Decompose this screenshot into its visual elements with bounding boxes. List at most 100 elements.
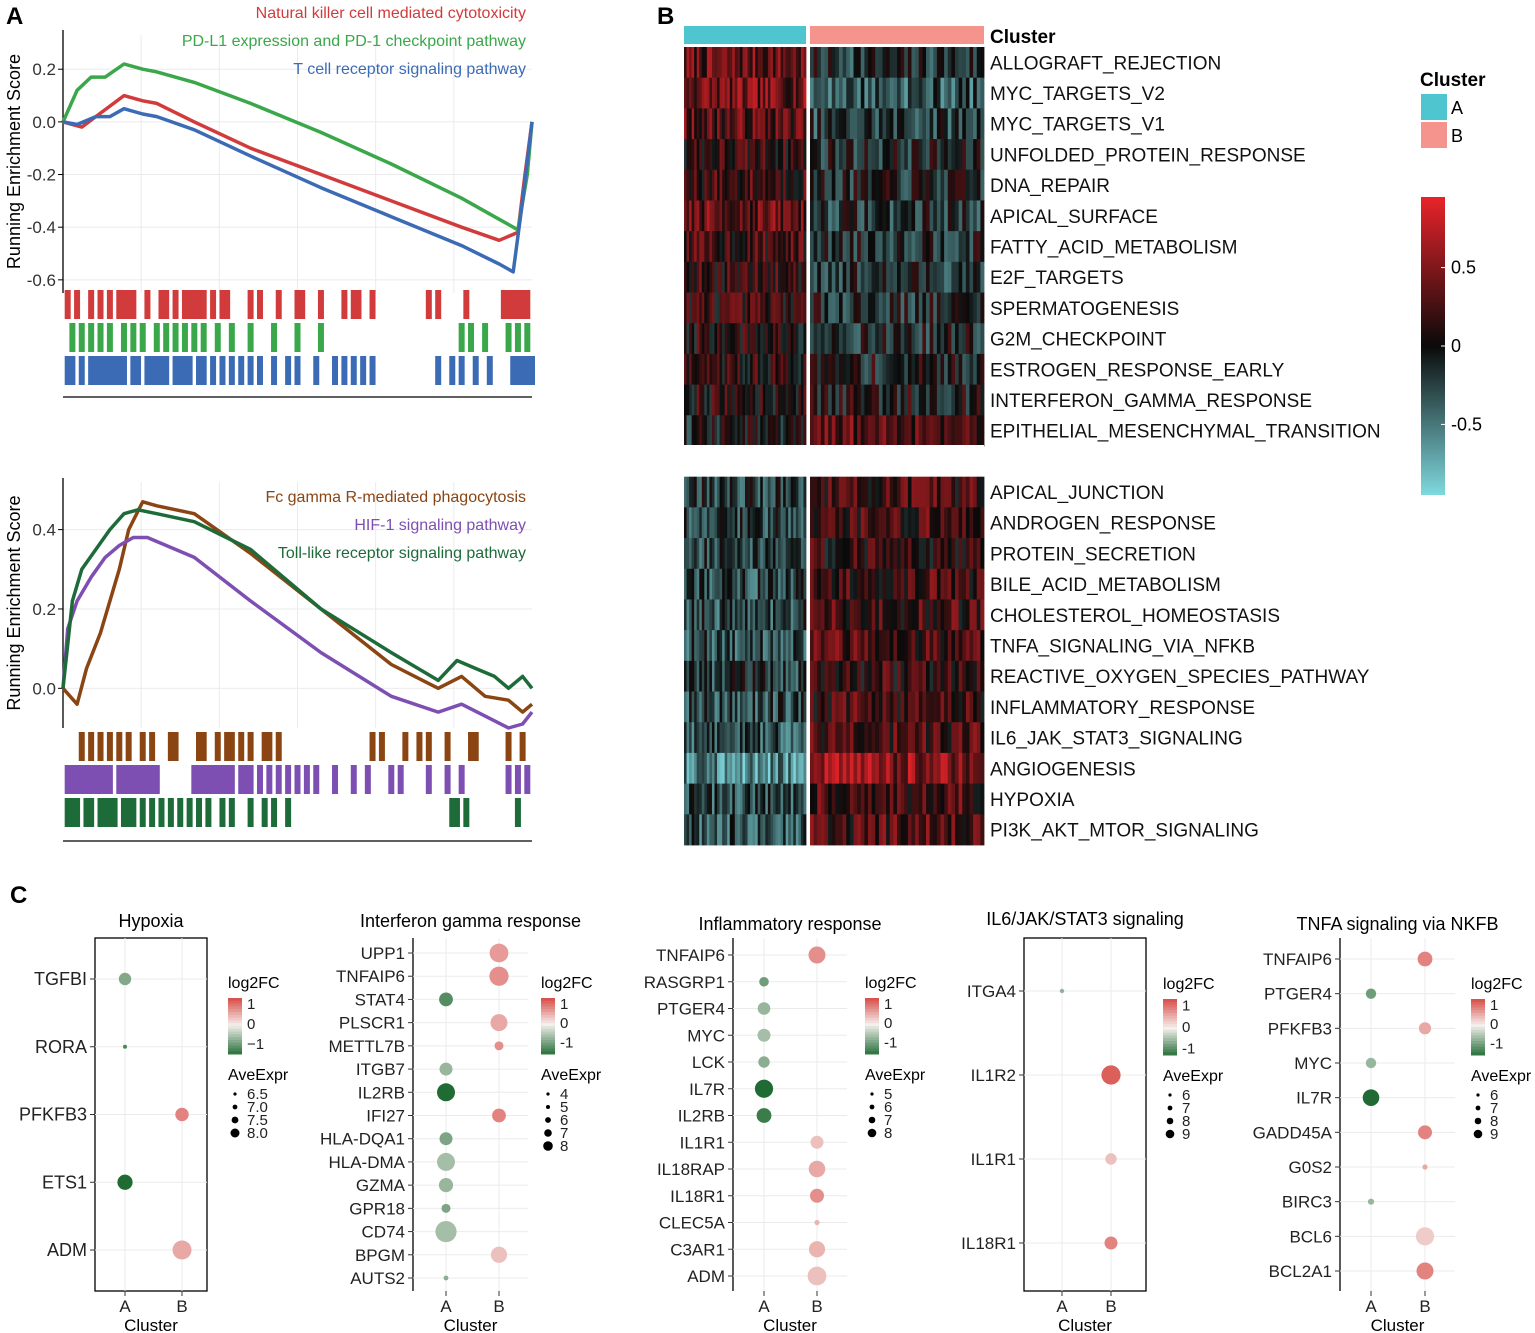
heatmap-cell <box>893 814 898 846</box>
heatmap-cell <box>886 538 891 570</box>
heatmap-cell <box>947 77 952 109</box>
heatmap-cell <box>785 630 789 662</box>
color-legend-step <box>228 1020 242 1024</box>
heatmap-cell <box>940 200 945 232</box>
heatmap-cell <box>886 231 891 263</box>
heatmap-cell <box>757 814 761 846</box>
dotplot-title: Interferon gamma response <box>360 911 581 931</box>
heatmap-cell <box>727 630 731 662</box>
heatmap-cell <box>691 630 695 662</box>
heatmap-cell <box>965 47 970 79</box>
heatmap-cell <box>790 353 794 386</box>
dot-bcl6 <box>1415 1227 1435 1246</box>
heatmap-cell <box>868 77 873 109</box>
heatmap-cell <box>820 476 825 508</box>
heatmap-cell <box>699 108 703 140</box>
heatmap-cell <box>886 415 891 447</box>
heatmap-cell <box>778 47 781 79</box>
heatmap-cell <box>714 722 718 754</box>
heatmap-cell <box>706 507 710 539</box>
heatmap-cell <box>800 261 804 293</box>
heatmap-cell <box>918 722 923 754</box>
heatmap-cell <box>965 415 970 447</box>
heatmap-cell <box>839 384 844 416</box>
heatmap-cell <box>853 384 858 416</box>
dot-bpgm <box>490 1246 508 1263</box>
heatmap-cell <box>745 353 748 386</box>
heatmap-cell <box>760 568 764 600</box>
heatmap-cell <box>904 599 909 631</box>
heatmap-row <box>684 323 985 355</box>
heatmap-cell <box>976 292 981 324</box>
heatmap-cell <box>969 261 974 293</box>
color-legend-title: log2FC <box>1471 976 1523 993</box>
heatmap-cell <box>835 538 840 570</box>
heatmap-cell <box>882 261 887 293</box>
heatmap-cell <box>897 323 902 355</box>
heatmap-cell <box>882 47 887 79</box>
heatmap-cell <box>951 660 956 692</box>
heatmap-cell <box>686 568 690 600</box>
heatmap-cell <box>684 630 687 662</box>
heatmap-cell <box>729 384 733 416</box>
heatmap-cell <box>750 568 754 600</box>
heatmap-cell <box>835 783 840 815</box>
heatmap-cell <box>962 169 967 201</box>
heatmap-cell <box>775 169 779 201</box>
heatmap-cell <box>973 691 978 723</box>
heatmap-cell <box>951 353 956 386</box>
heatmap-cell <box>691 200 695 232</box>
hit-tick-1 <box>514 765 521 794</box>
heatmap-cell <box>711 814 715 846</box>
heatmap-cell <box>689 169 693 201</box>
heatmap-cell <box>904 415 909 447</box>
heatmap-cell <box>951 200 956 232</box>
heatmap-cell <box>684 169 687 201</box>
heatmap-cell <box>839 630 844 662</box>
heatmap-cell <box>767 814 771 846</box>
heatmap-cell <box>686 384 690 416</box>
heatmap-cell <box>860 384 865 416</box>
heatmap-cell <box>729 353 733 386</box>
heatmap-row <box>684 353 985 386</box>
heatmap-cell <box>915 814 920 846</box>
heatmap-cell <box>755 415 759 447</box>
heatmap-cell <box>846 200 851 232</box>
heatmap-cell <box>800 814 804 846</box>
heatmap-cell <box>694 353 698 386</box>
heatmap-cell <box>839 292 844 324</box>
heatmap-row-label: ANDROGEN_RESPONSE <box>990 514 1216 535</box>
heatmap-row-label: PROTEIN_SECRETION <box>990 544 1196 565</box>
heatmap-cell <box>824 476 829 508</box>
hit-tick-0 <box>238 732 245 761</box>
heatmap-cell <box>691 231 695 263</box>
heatmap-row <box>684 783 985 815</box>
hit-tick-0 <box>510 290 517 319</box>
heatmap-cell <box>980 783 985 815</box>
hit-tick-0 <box>519 290 526 319</box>
size-legend-label: 8.0 <box>247 1125 268 1142</box>
heatmap-cell <box>729 47 733 79</box>
heatmap-cell <box>980 752 985 785</box>
heatmap-cell <box>783 814 787 846</box>
heatmap-cell <box>886 77 891 109</box>
heatmap-cell <box>711 139 715 171</box>
heatmap-cell <box>803 77 807 109</box>
heatmap-cell <box>962 47 967 79</box>
heatmap-cell <box>824 384 829 416</box>
hit-tick-0 <box>524 290 531 319</box>
color-legend-step <box>1471 1043 1485 1048</box>
heatmap-cell <box>849 415 854 447</box>
heatmap-cell <box>955 752 960 785</box>
heatmap-cell <box>820 507 825 539</box>
heatmap-cell <box>882 476 887 508</box>
hit-tick-0 <box>472 732 479 761</box>
heatmap-cell <box>886 323 891 355</box>
heatmap-cell <box>785 476 789 508</box>
heatmap-cell <box>875 507 880 539</box>
heatmap-cell <box>817 169 822 201</box>
hit-tick-1 <box>153 765 160 794</box>
heatmap-row-label: HYPOXIA <box>990 790 1075 811</box>
dot-pfkfb3 <box>175 1107 189 1122</box>
